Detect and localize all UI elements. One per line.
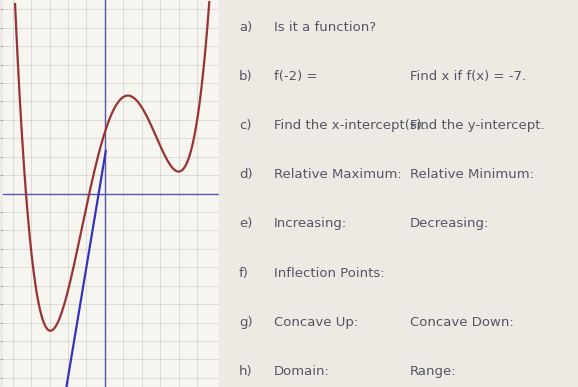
Text: c): c) xyxy=(239,119,251,132)
Text: g): g) xyxy=(239,316,253,329)
Text: b): b) xyxy=(239,70,253,83)
Text: Find x if f(x) = -7.: Find x if f(x) = -7. xyxy=(410,70,527,83)
Text: Inflection Points:: Inflection Points: xyxy=(274,267,384,280)
Text: Range:: Range: xyxy=(410,365,457,378)
Text: Decreasing:: Decreasing: xyxy=(410,217,490,230)
Text: Find the x-intercept(s).: Find the x-intercept(s). xyxy=(274,119,426,132)
Text: h): h) xyxy=(239,365,253,378)
Text: Find the y-intercept.: Find the y-intercept. xyxy=(410,119,545,132)
Text: d): d) xyxy=(239,168,253,181)
Text: f(-2) =: f(-2) = xyxy=(274,70,317,83)
Text: a): a) xyxy=(239,21,252,34)
Text: Domain:: Domain: xyxy=(274,365,329,378)
Text: Relative Maximum:: Relative Maximum: xyxy=(274,168,402,181)
Text: Is it a function?: Is it a function? xyxy=(274,21,376,34)
Text: Concave Down:: Concave Down: xyxy=(410,316,514,329)
Text: Relative Minimum:: Relative Minimum: xyxy=(410,168,534,181)
Text: e): e) xyxy=(239,217,252,230)
Text: Concave Up:: Concave Up: xyxy=(274,316,358,329)
Text: f): f) xyxy=(239,267,249,280)
Text: Increasing:: Increasing: xyxy=(274,217,347,230)
